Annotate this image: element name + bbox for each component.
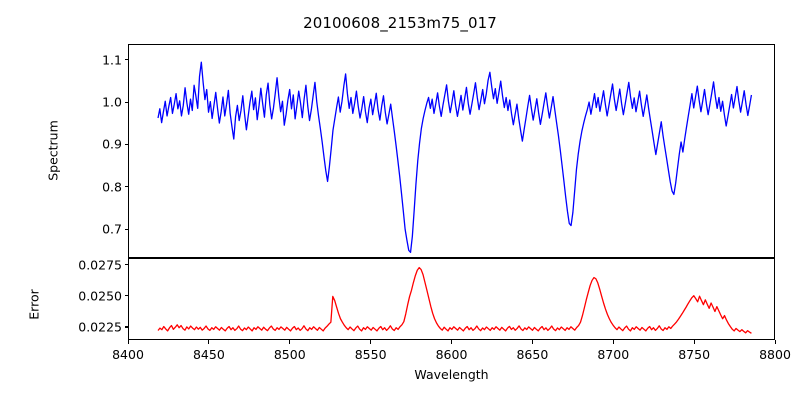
x-tickmark: [612, 340, 614, 344]
spectrum-y-tick-label: 0.7: [102, 221, 122, 237]
spectrum-y-tick-label: 1.0: [102, 94, 122, 110]
spectrum-y-tick-label: 0.9: [102, 136, 122, 152]
spectrum-y-axis-label: Spectrum: [45, 120, 61, 181]
error-plot-area: [129, 259, 774, 339]
error-y-tickmark: [124, 264, 128, 266]
spectrum-line: [158, 62, 751, 252]
error-y-tickmark: [124, 326, 128, 328]
x-tickmark: [289, 340, 291, 344]
x-tick-label: 8550: [354, 347, 387, 362]
x-tick-label: 8650: [516, 347, 549, 362]
spectrum-y-tick-label: 0.8: [102, 179, 122, 195]
x-tick-label: 8600: [435, 347, 468, 362]
x-tickmark: [370, 340, 372, 344]
x-tickmark: [208, 340, 210, 344]
spectrum-y-tickmark: [124, 143, 128, 146]
error-axes: [128, 258, 775, 340]
spectrum-y-tickmark: [124, 101, 128, 103]
error-line: [158, 268, 751, 334]
x-tickmark: [774, 340, 776, 344]
x-tickmark: [451, 340, 453, 344]
spectrum-plot-area: [129, 45, 774, 257]
x-tickmark: [531, 340, 533, 344]
figure-title: 20100608_2153m75_017: [303, 14, 497, 32]
x-tick-label: 8400: [112, 347, 144, 362]
spectrum-y-tickmark: [124, 59, 128, 61]
error-y-tick-label: 0.0225: [78, 319, 122, 335]
x-tick-label: 8700: [597, 347, 630, 362]
x-axis-label: Wavelength: [414, 367, 489, 382]
x-tickmark: [127, 340, 129, 344]
spectrum-axes: [128, 44, 775, 258]
x-tick-label: 8750: [678, 347, 711, 362]
spectrum-y-tickmark: [124, 228, 128, 230]
x-tick-label: 8450: [192, 347, 225, 362]
x-tick-label: 8800: [759, 347, 791, 362]
error-y-tick-label: 0.0275: [78, 257, 122, 273]
error-y-tickmark: [124, 295, 128, 297]
spectrum-y-tick-label: 1.1: [102, 52, 122, 68]
x-tickmark: [693, 340, 695, 344]
error-y-axis-label: Error: [26, 289, 42, 320]
spectrum-y-tickmark: [124, 186, 128, 188]
error-y-tick-label: 0.0250: [78, 288, 122, 304]
x-tick-label: 8500: [273, 347, 306, 362]
